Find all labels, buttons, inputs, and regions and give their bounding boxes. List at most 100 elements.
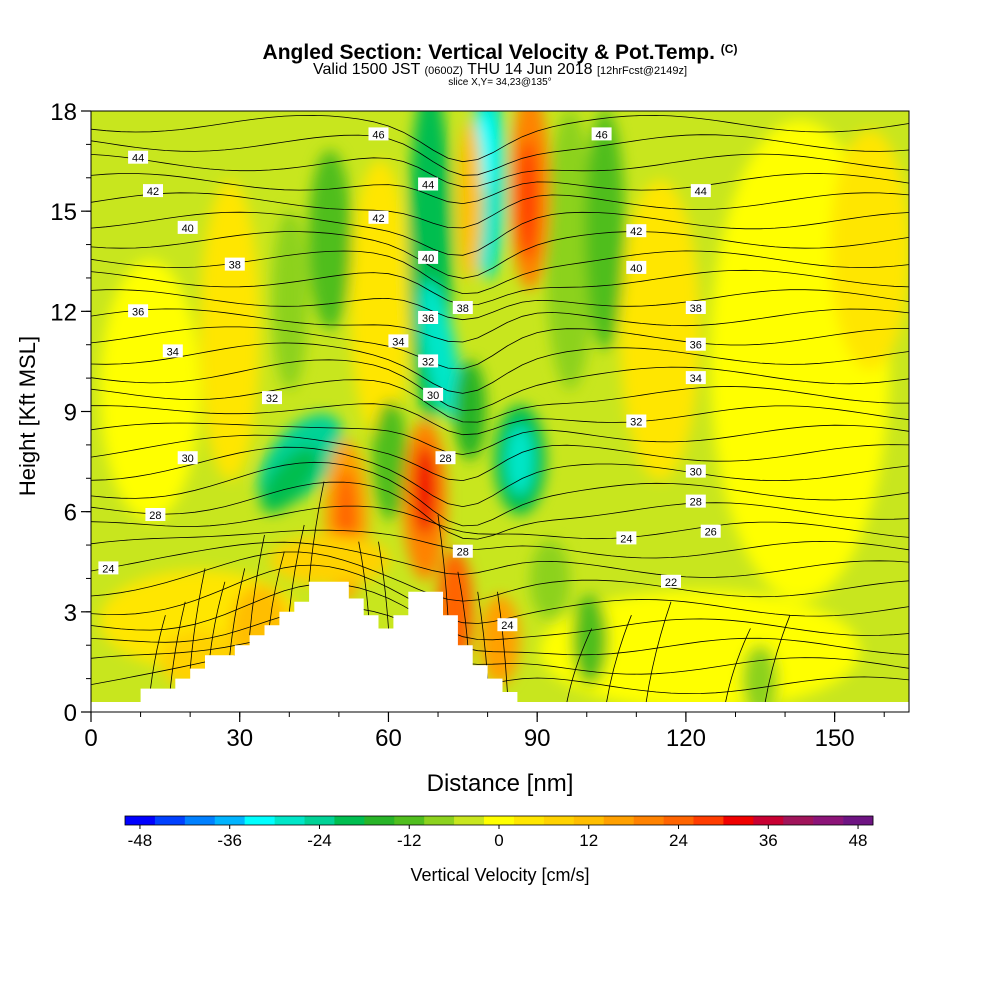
contour-label-text: 38 xyxy=(457,303,469,315)
isentrope-line xyxy=(378,541,389,629)
contour-label-bg xyxy=(418,311,439,324)
contour-label: 24 xyxy=(497,618,518,632)
y-tick-label: 15 xyxy=(50,199,77,226)
isentrope-line xyxy=(91,153,909,188)
contour-label-bg xyxy=(128,150,149,164)
contour-label-text: 34 xyxy=(392,336,404,348)
contour-label: 42 xyxy=(143,184,163,198)
isentrope-line xyxy=(764,615,791,703)
isentrope-line xyxy=(606,615,632,703)
contour-label-bg xyxy=(224,257,245,271)
colorbar-swatch xyxy=(274,816,305,825)
isentrope-line xyxy=(91,505,909,540)
isentrope-line xyxy=(91,434,909,482)
y-tick-label: 3 xyxy=(64,600,77,627)
contour-label-text: 42 xyxy=(630,226,642,238)
isentrope-line xyxy=(497,591,508,693)
contour-label-text: 28 xyxy=(149,510,161,522)
isentrope-line xyxy=(288,524,305,612)
colorbar-tick-label: -12 xyxy=(397,831,422,850)
contour-label-text: 32 xyxy=(630,417,642,429)
y-tick-label: 12 xyxy=(50,299,77,326)
contour-label: 24 xyxy=(616,531,637,545)
contour-label: 42 xyxy=(368,210,389,225)
isentrope-line xyxy=(91,403,909,436)
contour-label-text: 24 xyxy=(102,563,114,575)
contour-label-bg xyxy=(685,464,706,478)
contour-label-bg xyxy=(685,371,706,385)
contour-label-text: 40 xyxy=(630,263,642,275)
contour-label-bg xyxy=(98,561,119,575)
colorbar-swatch xyxy=(843,816,874,825)
colorbar-swatch xyxy=(484,816,515,825)
isentrope-line xyxy=(91,359,909,411)
contour-label: 28 xyxy=(452,544,473,559)
contour-label: 44 xyxy=(418,177,439,192)
y-axis-label: Height [Kft MSL] xyxy=(15,336,40,496)
contour-label-bg xyxy=(128,304,149,318)
title-mark: (C) xyxy=(720,42,738,56)
contour-label-text: 46 xyxy=(595,129,607,141)
contour-label: 34 xyxy=(388,334,409,348)
isentrope-line xyxy=(91,551,909,602)
isentrope-line xyxy=(91,289,909,321)
isentrope-line xyxy=(457,571,469,646)
isentrope-line xyxy=(91,631,909,675)
isentrope-line xyxy=(91,541,909,578)
chart-subtitle: Valid 1500 JST (0600Z) THU 14 Jun 2018 [… xyxy=(0,61,1000,80)
colorbar-tick-label: -48 xyxy=(128,831,153,850)
contour-label-bg xyxy=(452,301,473,314)
x-axis-label: Distance [nm] xyxy=(427,770,574,797)
isentrope-line xyxy=(169,601,186,689)
contour-label-text: 34 xyxy=(690,373,702,385)
contour-label: 36 xyxy=(685,337,706,352)
contour-label-text: 22 xyxy=(665,577,677,589)
contour-label: 44 xyxy=(128,150,149,165)
colorbar-swatch xyxy=(214,816,245,825)
x-tick-label: 120 xyxy=(666,725,706,752)
contour-label: 32 xyxy=(262,391,282,405)
contour-label-text: 32 xyxy=(422,356,434,368)
x-tick-label: 90 xyxy=(524,725,551,752)
isentrope-line xyxy=(358,541,369,616)
contour-label: 36 xyxy=(128,304,149,318)
contour-label-text: 34 xyxy=(167,346,179,358)
colorbar-swatch xyxy=(723,816,754,825)
contour-label: 22 xyxy=(661,574,681,589)
contour-label-text: 36 xyxy=(132,306,144,318)
isentrope-line xyxy=(91,308,909,343)
colorbar-swatch xyxy=(125,816,156,825)
contour-label: 32 xyxy=(626,414,647,429)
chart-title: Angled Section: Vertical Velocity & Pot.… xyxy=(0,37,1000,65)
contour-label: 38 xyxy=(452,301,473,315)
contour-label: 34 xyxy=(162,344,183,358)
contour-label-text: 28 xyxy=(457,547,469,559)
colorbar-tick-label: 24 xyxy=(669,831,688,850)
colorbar-swatch xyxy=(244,816,275,825)
contour-label-text: 40 xyxy=(182,223,194,235)
contour-label-text: 30 xyxy=(427,390,439,402)
isentrope-line xyxy=(91,606,909,656)
isentrope-line xyxy=(645,601,672,703)
colorbar-swatch xyxy=(424,816,455,825)
isentrope-line xyxy=(91,529,909,559)
contour-label-bg xyxy=(435,451,456,465)
contour-label-text: 28 xyxy=(690,497,702,509)
contour-label-bg xyxy=(591,127,612,141)
isentrope-line xyxy=(91,583,909,641)
contour-label-bg xyxy=(616,531,637,545)
contour-label-text: 42 xyxy=(372,213,384,225)
contour-label: 46 xyxy=(591,127,612,141)
isentrope-line xyxy=(189,568,206,669)
contour-label-text: 36 xyxy=(422,313,434,325)
colorbar-swatch xyxy=(663,816,694,825)
contour-label: 36 xyxy=(418,311,439,325)
contour-label-bg xyxy=(418,177,439,191)
isentrope-line xyxy=(249,534,265,636)
isentrope-line xyxy=(91,173,909,205)
colorbar-tick-label: -24 xyxy=(307,831,332,850)
y-tick-label: 6 xyxy=(64,500,77,527)
isentrope-line xyxy=(91,269,909,306)
colorbar-swatch xyxy=(543,816,575,825)
